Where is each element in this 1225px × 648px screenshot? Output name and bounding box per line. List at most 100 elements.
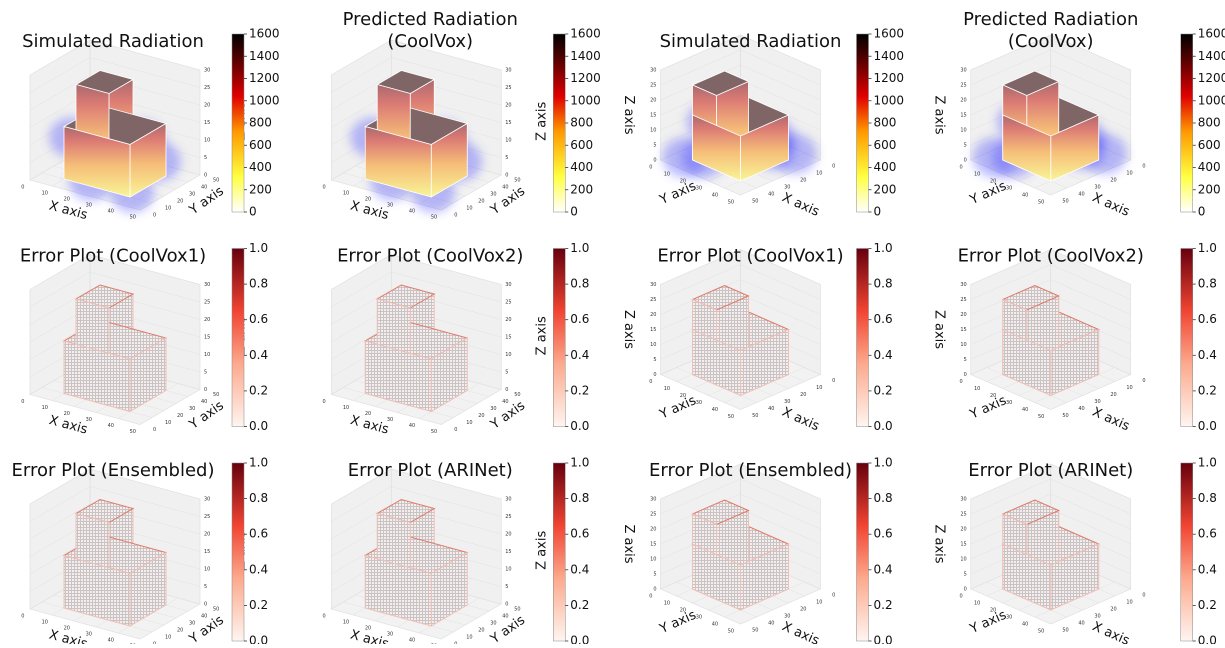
colorbar-tick-label: 0.4	[874, 348, 893, 362]
z-tick-label: 15	[204, 335, 210, 341]
colorbar-tick-label: 0.2	[570, 598, 589, 612]
colorbar-tick-label: 1.0	[570, 241, 589, 255]
colorbar-tick-label: 1400	[249, 49, 280, 63]
colorbar-tick-label: 0.0	[570, 634, 589, 645]
x-tick-label: 0	[21, 614, 24, 620]
z-tick-label: 5	[204, 370, 207, 376]
colorbar	[232, 463, 244, 641]
colorbar-tick-label: 1200	[1198, 71, 1225, 85]
z-axis-label: Z axis	[535, 102, 550, 141]
y-tick-label: 50	[514, 607, 520, 613]
colorbar-tick-label: 800	[249, 116, 272, 130]
colorbar-tick-label: 1600	[249, 27, 280, 41]
x-tick-label: 0	[322, 185, 325, 191]
z-tick-label: 5	[505, 584, 508, 590]
y-tick-label: 0	[832, 164, 835, 170]
z-tick-label: 5	[964, 143, 967, 149]
x-tick-label: 10	[664, 386, 670, 392]
colorbar-tick-label: 0.8	[249, 277, 268, 291]
colorbar-tick-label: 0	[570, 205, 578, 219]
y-tick-label: 40	[768, 406, 774, 412]
colorbar-tick-label: 0.4	[249, 348, 268, 362]
colorbar-tick-label: 0.4	[1198, 562, 1217, 576]
z-tick-label: 10	[650, 342, 656, 348]
x-tick-label: 10	[42, 620, 48, 626]
z-tick-label: 30	[650, 68, 656, 74]
y-axis-label: X axis	[780, 405, 822, 435]
panel-title: (CoolVox)	[387, 31, 473, 52]
x-tick-label: 40	[712, 193, 718, 199]
colorbar-tick-label: 0.0	[249, 419, 268, 433]
colorbar-tick-label: 800	[1198, 116, 1221, 130]
x-tick-label: 50	[431, 429, 437, 435]
colorbar-tick-label: 0.8	[1198, 277, 1217, 291]
x-tick-label: 10	[42, 191, 48, 197]
colorbar-tick-label: 1.0	[249, 456, 268, 470]
z-axis-label: Z axis	[931, 524, 946, 563]
y-tick-label: 0	[1142, 593, 1145, 599]
x-tick-label: 50	[1038, 200, 1044, 206]
z-tick-label: 20	[204, 532, 210, 538]
colorbar-tick-label: 0.6	[1198, 312, 1217, 326]
colorbar-tick-label: 600	[1198, 138, 1221, 152]
z-tick-label: 30	[960, 282, 966, 288]
y-tick-label: 30	[490, 192, 496, 198]
x-tick-label: 50	[130, 429, 136, 435]
x-tick-label: 50	[130, 215, 136, 221]
z-tick-label: 25	[650, 297, 656, 303]
colorbar-tick-label: 0.8	[1198, 491, 1217, 505]
z-tick-label: 20	[650, 312, 656, 318]
z-tick-label: 15	[505, 335, 511, 341]
y-tick-label: 40	[768, 192, 774, 198]
colorbar-tick-label: 200	[1198, 182, 1221, 196]
colorbar-tick-label: 0.2	[1198, 598, 1217, 612]
x-tick-label: 0	[649, 165, 652, 171]
z-tick-label: 15	[505, 120, 511, 126]
z-tick-label: 15	[960, 327, 966, 333]
x-axis-label: X axis	[349, 413, 391, 438]
z-tick-label: 5	[964, 572, 967, 578]
z-tick-label: 25	[960, 83, 966, 89]
y-tick-label: 10	[466, 635, 472, 641]
z-tick-label: 25	[505, 300, 511, 306]
z-tick-label: 10	[204, 352, 210, 358]
z-tick-label: 15	[960, 542, 966, 548]
colorbar-tick-label: 1400	[570, 49, 601, 63]
colorbar-tick-label: 1600	[874, 27, 905, 41]
x-tick-label: 10	[664, 601, 670, 607]
colorbar-tick-label: 0.8	[570, 277, 589, 291]
x-tick-label: 50	[728, 200, 734, 206]
z-tick-label: 15	[204, 120, 210, 126]
colorbar	[857, 463, 869, 641]
panel-title: Error Plot (CoolVox1)	[20, 246, 206, 267]
panel-title: Error Plot (CoolVox2)	[958, 246, 1144, 267]
z-axis-label: Z axis	[621, 95, 636, 134]
y-tick-label: 50	[213, 607, 219, 613]
colorbar-tick-label: 0.0	[1198, 634, 1217, 645]
y-tick-label: 10	[816, 171, 822, 177]
colorbar-tick-label: 0.4	[570, 562, 589, 576]
z-tick-label: 10	[960, 128, 966, 134]
z-tick-label: 10	[650, 557, 656, 563]
z-tick-label: 30	[650, 282, 656, 288]
y-tick-label: 20	[1110, 178, 1116, 184]
x-tick-label: 10	[343, 620, 349, 626]
x-axis-label: Y axis	[967, 608, 1009, 638]
x-tick-label: 50	[1038, 629, 1044, 635]
z-tick-label: 0	[204, 602, 207, 608]
y-axis-label: X axis	[1090, 619, 1132, 644]
z-tick-label: 15	[505, 549, 511, 555]
z-tick-label: 0	[204, 173, 207, 179]
z-tick-label: 20	[650, 527, 656, 533]
colorbar-tick-label: 1200	[570, 71, 601, 85]
z-tick-label: 10	[505, 567, 511, 573]
z-tick-label: 25	[960, 512, 966, 518]
colorbar-tick-label: 0	[874, 205, 882, 219]
colorbar-tick-label: 400	[874, 160, 897, 174]
colorbar-tick-label: 1.0	[570, 456, 589, 470]
